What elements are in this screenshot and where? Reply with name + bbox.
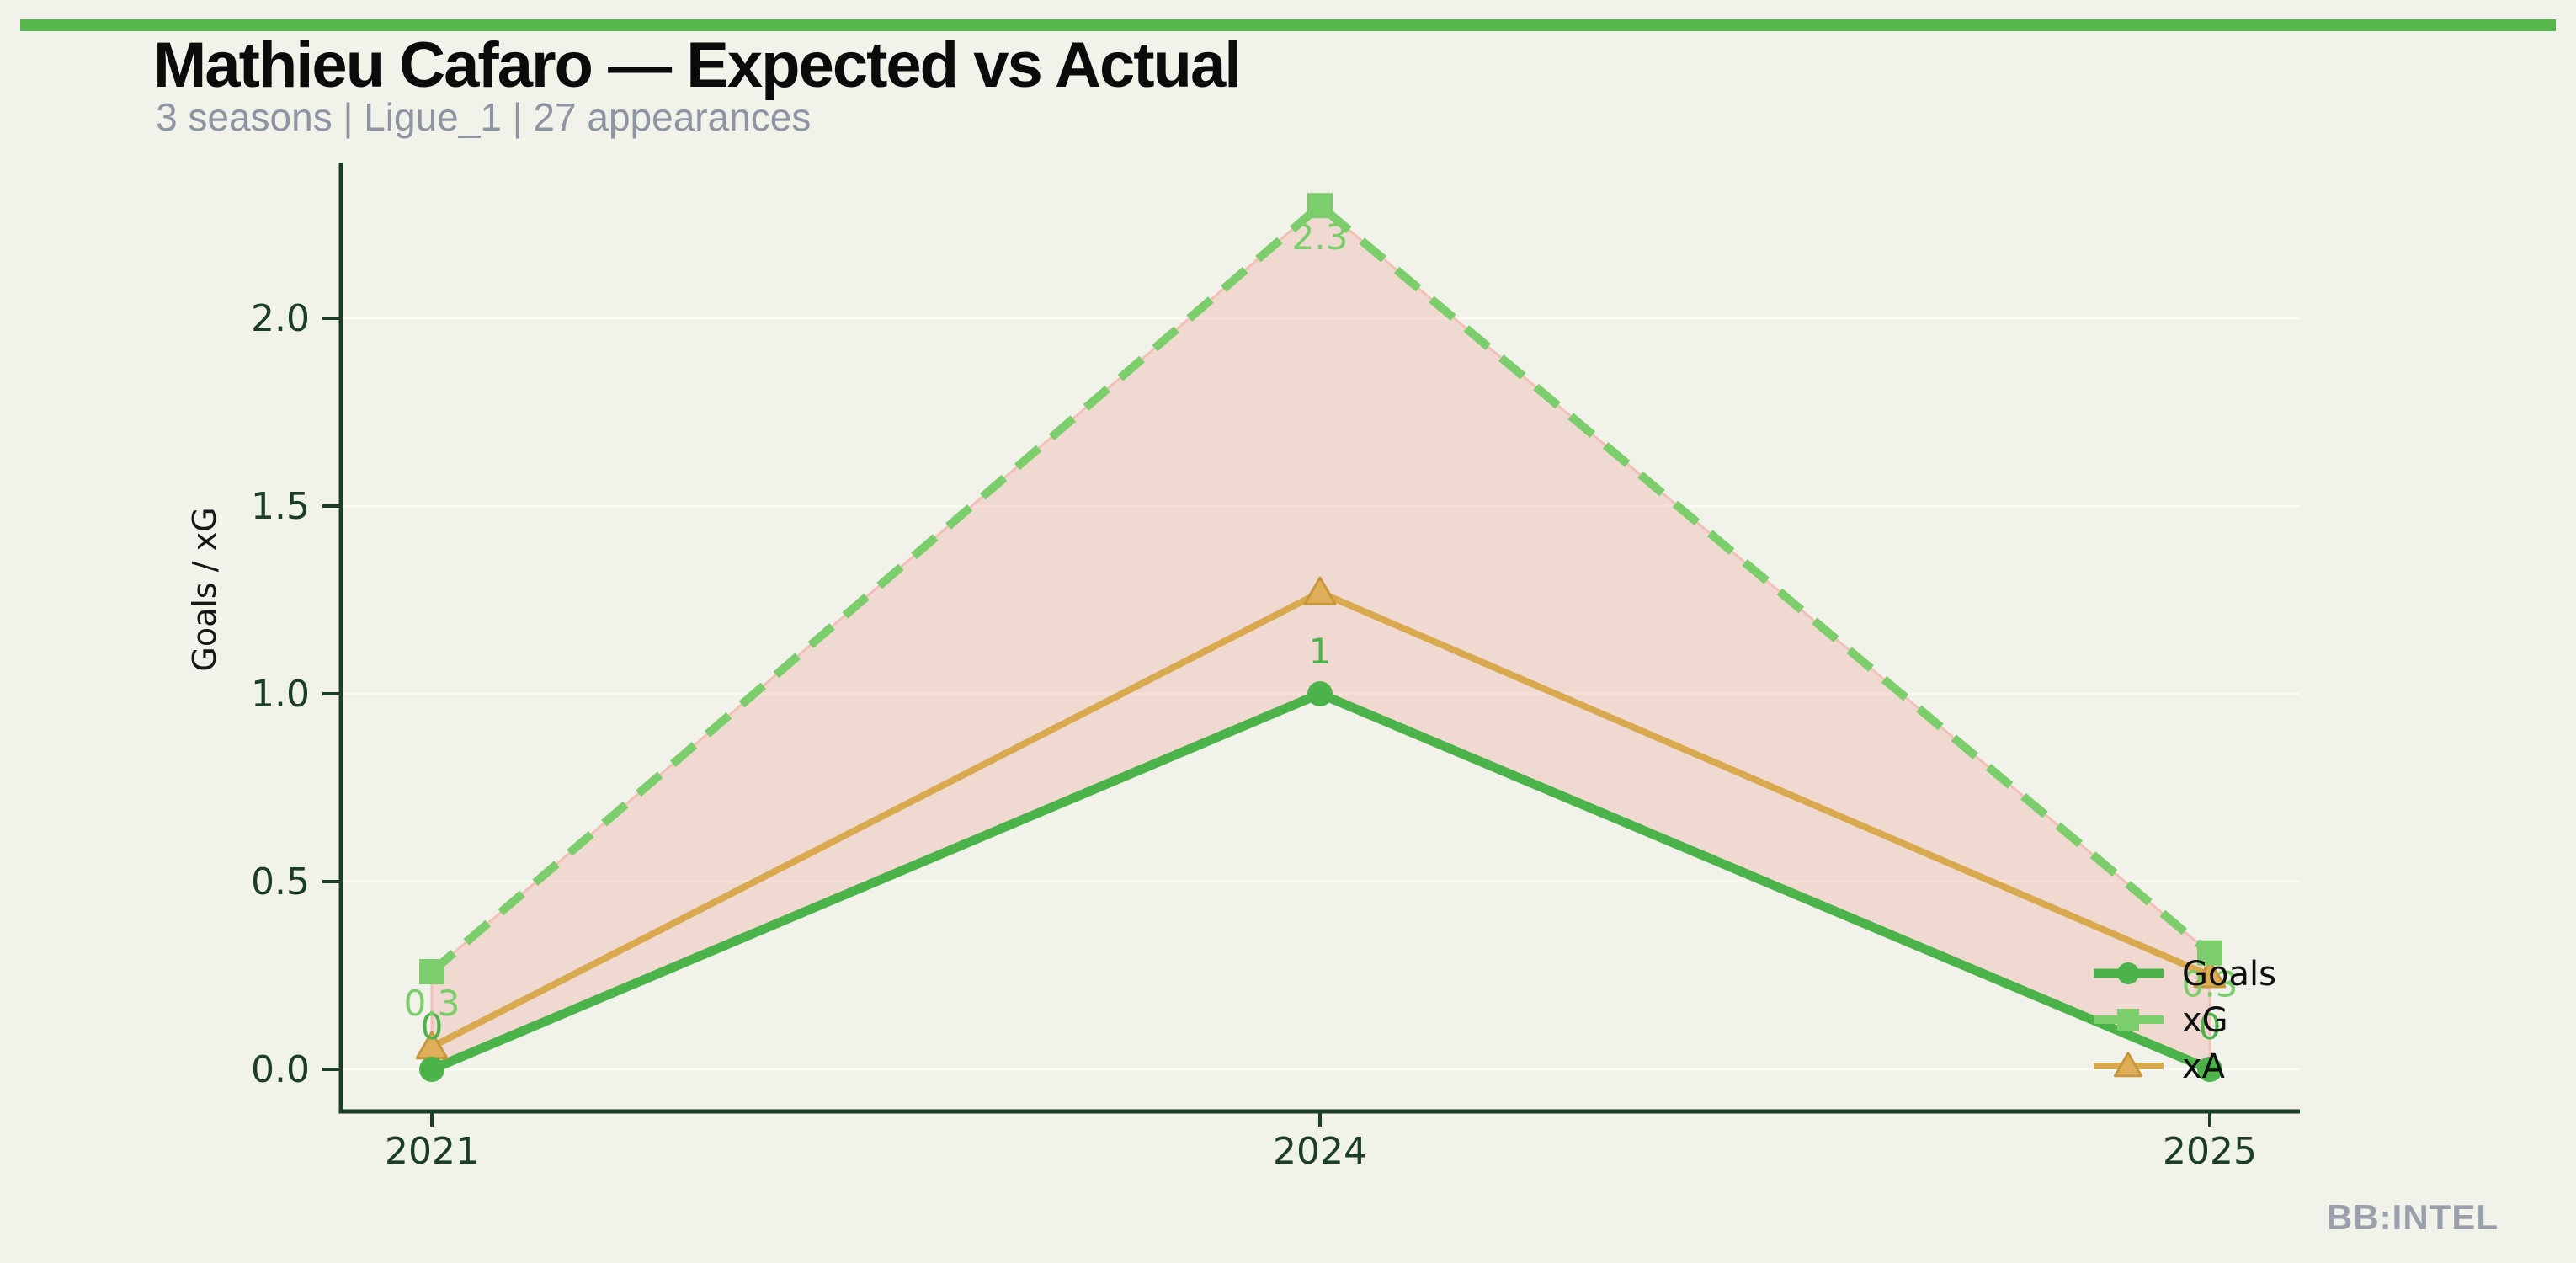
tick-labels: 0.0 0.5 1.0 1.5 2.0 2021 2024 2025 bbox=[251, 297, 2257, 1173]
x-tick-label-2021: 2021 bbox=[385, 1130, 479, 1173]
x-tick-label-2024: 2024 bbox=[1273, 1130, 1367, 1173]
data-label-goals-2024: 1 bbox=[1309, 631, 1332, 672]
legend-marker-xg bbox=[2117, 1009, 2139, 1031]
marker-goals-2021 bbox=[419, 1057, 444, 1082]
line-xg bbox=[428, 201, 2213, 975]
y-axis-title: Goals / xG bbox=[186, 507, 223, 671]
axis-spines bbox=[338, 163, 2300, 1114]
chart-title: Mathieu Cafaro — Expected vs Actual bbox=[153, 29, 1242, 101]
y-tick-label: 0.0 bbox=[251, 1048, 310, 1091]
marker-goals-2024 bbox=[1307, 681, 1333, 706]
marker-xa-2025 bbox=[2193, 959, 2227, 989]
axes bbox=[322, 163, 2300, 1127]
legend-marker-xa bbox=[2113, 1052, 2143, 1078]
marker-xg-2024 bbox=[1307, 193, 1333, 219]
watermark: BB:INTEL bbox=[2327, 1197, 2499, 1237]
data-label-goals-2021: 0 bbox=[421, 1006, 444, 1047]
data-label-xg-2021: 0.3 bbox=[404, 983, 460, 1024]
legend-label-goals: Goals bbox=[2182, 955, 2276, 994]
data-label-goals-2025: 0 bbox=[2199, 1006, 2222, 1047]
top-accent-bar bbox=[20, 19, 2556, 31]
marker-xg-2025 bbox=[2197, 940, 2222, 966]
data-label-xg-2025: 0.3 bbox=[2182, 964, 2238, 1005]
y-tick-label: 1.0 bbox=[251, 673, 310, 716]
legend-marker-goals bbox=[2117, 962, 2139, 984]
series-markers bbox=[415, 193, 2227, 1082]
legend: Goals xG xA bbox=[2094, 955, 2276, 1086]
marker-goals-2025 bbox=[2197, 1057, 2222, 1082]
data-label-xg-2024: 2.3 bbox=[1292, 216, 1349, 258]
x-tick-label-2025: 2025 bbox=[2163, 1130, 2257, 1173]
chart-subtitle: 3 seasons | Ligue_1 | 27 appearances bbox=[156, 95, 812, 139]
legend-label-xg: xG bbox=[2182, 1001, 2228, 1040]
y-tick-label: 0.5 bbox=[251, 861, 310, 903]
marker-xg-2021 bbox=[419, 959, 444, 985]
marker-xa-2024 bbox=[1303, 576, 1337, 605]
y-tick-label: 1.5 bbox=[251, 485, 310, 528]
y-tick-label: 2.0 bbox=[251, 297, 310, 340]
legend-label-xa: xA bbox=[2182, 1047, 2226, 1086]
